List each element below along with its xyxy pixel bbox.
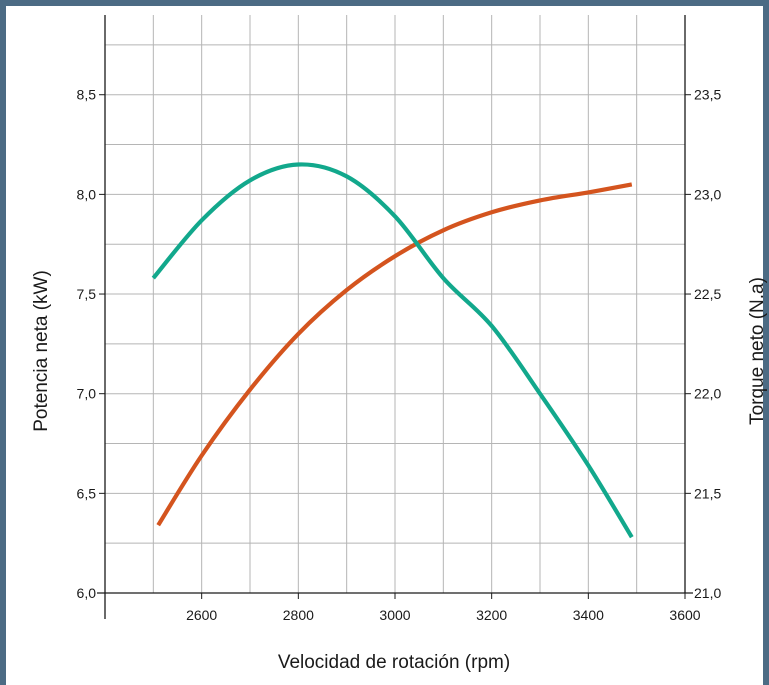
x-axis-title: Velocidad de rotación (rpm): [278, 652, 510, 673]
axes: [97, 15, 693, 619]
y-axis-right-title: Torque neto (N.a): [747, 277, 768, 425]
grid: [105, 15, 685, 593]
y-right-tick-label: 23,0: [694, 186, 721, 202]
y-left-tick-label: 6,5: [77, 485, 97, 501]
x-tick-label: 2600: [186, 607, 217, 623]
y-left-tick-label: 8,0: [77, 186, 97, 202]
y-right-tick-label: 23,5: [694, 87, 721, 103]
y-left-tick-label: 8,5: [77, 87, 97, 103]
series-line-torque: [151, 162, 634, 539]
y-right-tick-label: 22,5: [694, 286, 721, 302]
y-left-tick-label: 7,5: [77, 286, 97, 302]
y-left-tick-label: 7,0: [77, 386, 97, 402]
y-right-tick-label: 21,5: [694, 485, 721, 501]
y-right-tick-label: 22,0: [694, 386, 721, 402]
x-tick-label: 3600: [669, 607, 700, 623]
x-tick-label: 3200: [476, 607, 507, 623]
y-axis-left-title: Potencia neta (kW): [31, 270, 52, 432]
series-line-power: [156, 182, 633, 527]
y-right-tick-label: 21,0: [694, 585, 721, 601]
series-lines: [151, 162, 634, 539]
x-tick-label: 2800: [283, 607, 314, 623]
x-tick-label: 3400: [573, 607, 604, 623]
tick-labels: 2600 2800 3000 3200 3400 3600 6,0 6,5 7,0 7,5 8,0 8…: [77, 87, 722, 623]
y-left-tick-label: 6,0: [77, 585, 97, 601]
x-tick-label: 3000: [379, 607, 410, 623]
